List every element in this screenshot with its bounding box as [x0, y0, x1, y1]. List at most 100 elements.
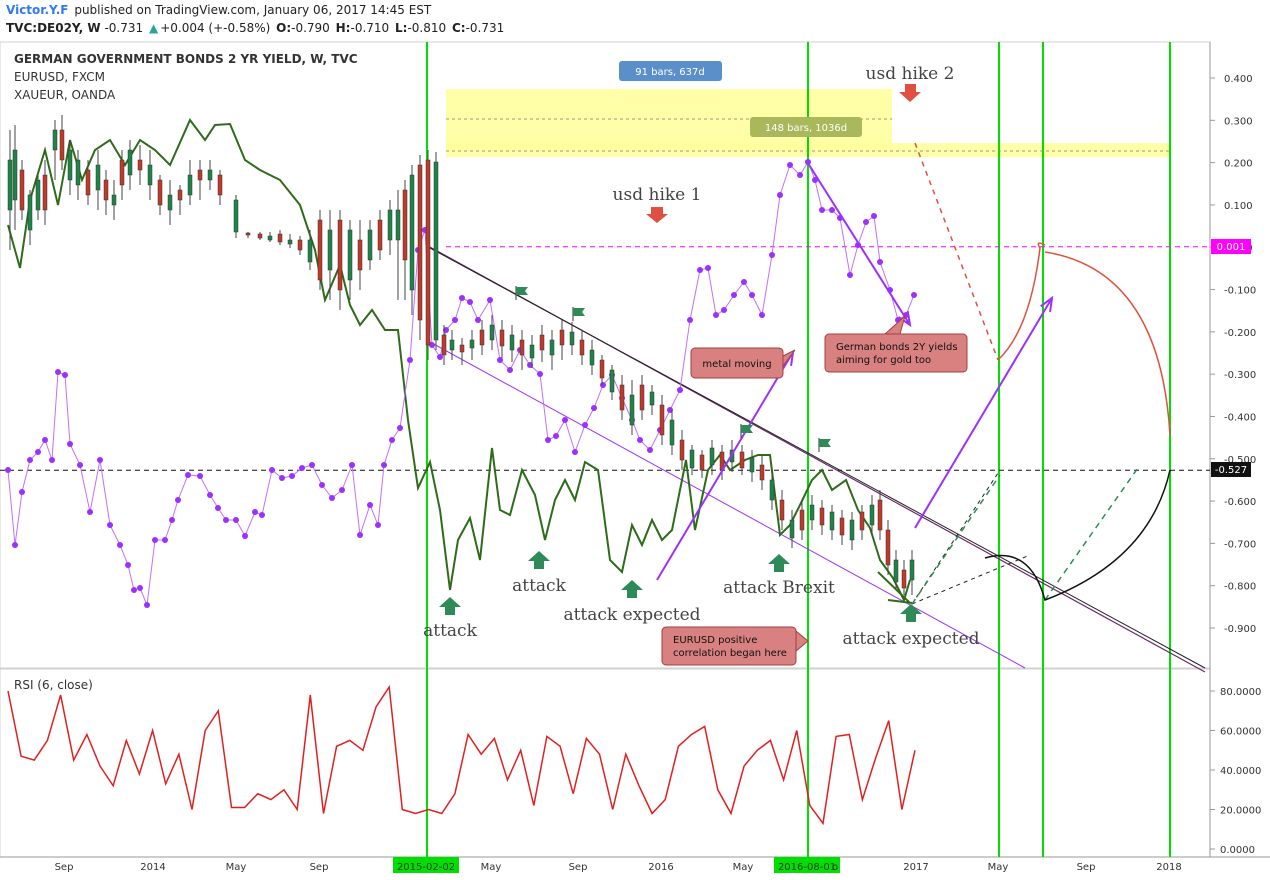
- xaueur-point: [35, 449, 41, 455]
- price-tick-label: -0.500: [1224, 455, 1256, 466]
- green-segment: [877, 571, 911, 604]
- xaueur-point: [871, 213, 877, 219]
- callout-metal-moving[interactable]: metal moving: [690, 347, 796, 379]
- low-value: -0.810: [407, 21, 447, 35]
- xaueur-point: [152, 537, 158, 543]
- xaueur-point: [572, 449, 578, 455]
- candle-body: [417, 164, 423, 321]
- candle-body: [7, 159, 13, 211]
- xaueur-point: [467, 299, 473, 305]
- candle-body: [347, 229, 353, 281]
- xaueur-point: [12, 542, 18, 548]
- xaueur-point: [117, 542, 123, 548]
- candle-body: [569, 331, 575, 346]
- xaueur-point: [759, 312, 765, 318]
- candle-body: [749, 457, 755, 473]
- purple-arrow-line: [656, 351, 794, 581]
- time-tick-label: May: [988, 862, 1009, 873]
- xaueur-point: [162, 537, 168, 543]
- candle-body: [35, 179, 41, 211]
- candle-body: [59, 129, 65, 161]
- eurusd-polyline: [7, 118, 911, 603]
- xaueur-point: [42, 437, 48, 443]
- purple-arrow-head: [1040, 295, 1054, 313]
- candle-body: [689, 449, 695, 469]
- rsi-tick-label: 80.0000: [1220, 687, 1261, 698]
- candle-body: [549, 339, 555, 356]
- xaueur-point: [731, 292, 737, 298]
- xaueur-point: [797, 172, 803, 178]
- candle-body: [433, 161, 439, 341]
- callout-eurusd-correlation[interactable]: EURUSD positive correlation began here: [661, 626, 809, 666]
- candle-body: [639, 384, 645, 411]
- xaueur-point: [452, 317, 458, 323]
- xaueur-point: [309, 462, 315, 468]
- candle-body: [119, 159, 125, 186]
- price-axis[interactable]: 0.4000.3000.2000.1000.000-0.100-0.200-0.…: [1210, 74, 1256, 635]
- candle-body: [659, 404, 665, 436]
- green-up-arrow-icon: [768, 554, 790, 572]
- price-label-magenta: 0.001: [1211, 239, 1251, 254]
- rsi-line: [7, 684, 916, 826]
- xaueur-point: [819, 207, 825, 213]
- xaueur-point: [705, 265, 711, 271]
- xaueur-point: [62, 372, 68, 378]
- candle-body: [402, 189, 408, 261]
- xaueur-point: [397, 425, 403, 431]
- xaueur-point: [233, 517, 239, 523]
- candle-body: [409, 174, 415, 291]
- candle-body: [12, 149, 18, 201]
- candle-body: [111, 194, 117, 206]
- candle-body: [519, 339, 525, 356]
- author-link[interactable]: Victor.Y.F: [6, 3, 69, 17]
- xaueur-point: [269, 467, 275, 473]
- time-tick-label: Sep: [55, 862, 74, 873]
- time-tick-label: o: [832, 862, 838, 873]
- price-tick-label: 0.100: [1224, 201, 1253, 212]
- candle-body: [327, 229, 333, 271]
- xaueur-point: [911, 292, 917, 298]
- rsi-axis[interactable]: 80.0000 60.0000 40.0000 20.0000 0.0000: [1210, 687, 1261, 856]
- candle-body: [217, 174, 223, 196]
- xaueur-point: [497, 357, 503, 363]
- candle-body: [859, 511, 865, 531]
- candle-body: [579, 339, 585, 356]
- xaueur-point: [175, 497, 181, 503]
- xaueur-point: [697, 267, 703, 273]
- time-tick-label: 2017: [903, 862, 928, 873]
- open-label: O:: [276, 21, 292, 35]
- red-curve: [1044, 251, 1171, 436]
- xaueur-point: [223, 517, 229, 523]
- candle-body: [539, 334, 545, 351]
- candle-body: [619, 384, 625, 411]
- rsi-pane[interactable]: [0, 668, 1211, 858]
- candle-body: [197, 169, 203, 181]
- xaueur-point: [381, 462, 387, 468]
- price-label-black: -0.527: [1211, 462, 1251, 477]
- callout-german-bonds[interactable]: German bonds 2Y yields aiming for gold t…: [824, 314, 968, 373]
- xaueur-point: [687, 317, 693, 323]
- candle-body: [19, 169, 25, 211]
- xaueur-point: [375, 522, 381, 528]
- time-axis[interactable]: Sep 2014 May Sep 2015-02-02 May Sep 2016 May 2016…: [55, 857, 1182, 873]
- candle-body: [909, 559, 915, 581]
- price-tick-label: -0.200: [1224, 328, 1256, 339]
- candle-body: [679, 439, 685, 461]
- time-tick-label: 2016: [648, 862, 673, 873]
- candle-body: [425, 159, 431, 346]
- xaueur-point: [77, 462, 83, 468]
- price-label-value: 0.001: [1217, 242, 1246, 253]
- price-tick-label: -0.100: [1224, 286, 1256, 297]
- callout-text: metal moving: [702, 359, 771, 370]
- flag-icon: [515, 286, 528, 300]
- candle-body: [95, 164, 101, 191]
- flag-icon: [740, 424, 753, 438]
- close-label: C:: [451, 21, 466, 35]
- annotation-attack-expected-2: attack expected: [842, 629, 979, 649]
- symbol-label: TVC:DE02Y, W: [6, 21, 101, 35]
- xaueur-point: [713, 312, 719, 318]
- candle-body: [559, 329, 565, 346]
- rsi-tick-label: 60.0000: [1220, 727, 1261, 738]
- annotation-attack-brexit: attack Brexit: [723, 578, 835, 598]
